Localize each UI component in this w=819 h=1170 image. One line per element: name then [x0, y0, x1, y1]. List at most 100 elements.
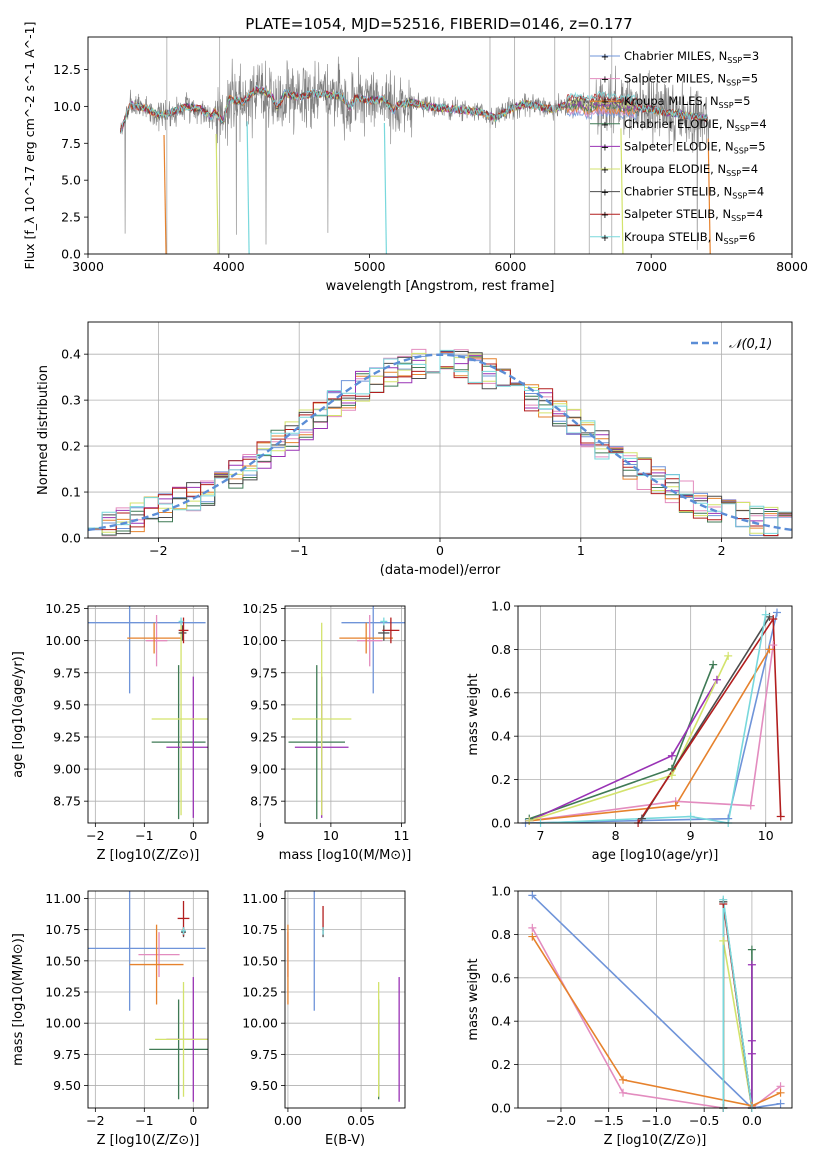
weight-marker-0	[776, 1099, 785, 1108]
y-tick-label: 10.25	[242, 985, 278, 1000]
weight-marker-7	[776, 812, 785, 821]
weight-marker-7	[769, 615, 778, 624]
y-axis-label: mass weight	[466, 958, 481, 1040]
x-tick-label: −2	[149, 543, 167, 558]
x-tick-label: 0	[189, 1113, 197, 1128]
y-tick-label: 0.3	[61, 393, 81, 408]
drop-line	[246, 121, 250, 254]
weight-line-2	[531, 936, 781, 1107]
y-axis-label: age [log10(age/yr)]	[11, 651, 26, 778]
weight-marker-8	[761, 610, 770, 619]
legend-label: Kroupa STELIB, NSSP=6	[624, 230, 755, 246]
x-tick-label: 6000	[494, 259, 526, 274]
weight-line-3	[529, 664, 714, 820]
hist-step-8	[88, 349, 792, 534]
errorbar-point-3	[149, 999, 208, 1100]
x-tick-label: 2	[718, 543, 726, 558]
legend-model-name: Kroupa ELODIE, N	[624, 162, 726, 176]
x-axis-label: mass [log10(M/M⊙)]	[279, 848, 412, 863]
errorbar-point-2	[129, 924, 184, 1005]
weight-marker-6	[637, 814, 646, 823]
y-tick-label: 0.2	[61, 439, 81, 454]
y-tick-label: 1.0	[491, 599, 511, 614]
y-tick-label: 9.75	[53, 1047, 81, 1062]
y-tick-label: 10.50	[45, 953, 81, 968]
spectrum-data-line	[120, 56, 709, 250]
errorbar-point-0	[341, 606, 405, 694]
axes-frame	[517, 605, 793, 824]
weight-marker-4	[747, 960, 756, 969]
x-tick-label: 0	[436, 543, 444, 558]
errorbar-point-5	[292, 622, 352, 816]
panel-age-vs-mass: 9 10 11 8.75 9.00 9.25 9.50 9.75 10.00 10.25 mass …	[242, 601, 412, 863]
weight-marker-5	[719, 936, 728, 945]
x-axis-label: E(B-V)	[325, 1133, 365, 1148]
legend-sub: SSP	[732, 192, 747, 201]
x-axis-label: Z [log10(Z/Z⊙)]	[97, 848, 200, 863]
legend-nssp: =4	[750, 117, 767, 131]
panel-weight-vs-z: −2.0 −1.5 −1.0 −0.5 0.0 0.0 0.2 0.4 0.6 0.8 1.0 Z […	[466, 884, 793, 1148]
legend-model-name: Chabrier MILES, N	[624, 49, 727, 63]
legend-marker-plus: +	[601, 165, 609, 176]
legend-nssp: =4	[746, 207, 763, 221]
weight-marker-2	[671, 801, 680, 810]
y-tick-label: 11.00	[45, 891, 81, 906]
axes-frame	[517, 890, 793, 1109]
plot-area	[88, 606, 208, 820]
weight-line-5	[529, 655, 729, 822]
errorbar-point-2	[339, 622, 393, 654]
errorbar-point-1	[138, 932, 180, 978]
figure-title: PLATE=1054, MJD=52516, FIBERID=0146, z=0…	[245, 15, 632, 33]
legend-marker-plus: +	[601, 120, 609, 131]
y-tick-label: 0.4	[491, 1014, 511, 1029]
x-axis-label: wavelength [Angstrom, rest frame]	[326, 279, 555, 294]
weight-marker-0	[772, 608, 781, 617]
x-tick-label: −1	[290, 543, 308, 558]
y-tick-label: 0.8	[491, 927, 511, 942]
legend-model-name: Salpeter MILES, N	[624, 72, 726, 86]
y-tick-label: 10.75	[45, 922, 81, 937]
legend-model-name: Salpeter STELIB, N	[624, 207, 731, 221]
drop-line	[707, 138, 711, 254]
weight-line-0	[525, 612, 778, 823]
y-tick-label: 5.0	[61, 173, 81, 188]
legend-nssp: =5	[749, 139, 766, 153]
x-axis-label: Z [log10(Z/Z⊙)]	[97, 1133, 200, 1148]
weight-marker-4	[667, 751, 676, 760]
x-tick-label: −1.0	[641, 1113, 671, 1128]
weight-line-1	[529, 644, 774, 822]
weight-marker-1	[528, 923, 537, 932]
weight-marker-1	[619, 1088, 628, 1097]
y-tick-label: 8.75	[53, 794, 81, 809]
y-tick-label: 10.25	[242, 601, 278, 616]
x-tick-label: 10	[323, 828, 339, 843]
y-tick-label: 9.00	[53, 762, 81, 777]
legend-marker-plus: +	[601, 75, 609, 86]
axes-frame	[87, 321, 793, 539]
legend-model-name: Kroupa STELIB, N	[624, 230, 724, 244]
plot-area	[88, 348, 792, 537]
x-tick-label: −2	[86, 1113, 104, 1128]
panel-weight-vs-age: 7 8 9 10 0.0 0.2 0.4 0.6 0.8 1.0 age [log10(age/yr…	[466, 599, 793, 863]
legend-nssp: =5	[734, 94, 751, 108]
y-tick-label: 10.00	[45, 633, 81, 648]
legend-sub: SSP	[724, 237, 739, 246]
errorbar-point-1	[357, 614, 383, 667]
legend-marker-plus: +	[601, 52, 609, 63]
y-tick-label: 0.1	[61, 485, 81, 500]
errorbar-point-1	[145, 614, 168, 667]
y-tick-label: 0.4	[61, 347, 81, 362]
errorbar-point-3	[288, 665, 345, 820]
x-tick-label: 3000	[72, 259, 104, 274]
panel-mass-vs-z: −2 −1 0 9.50 9.75 10.00 10.25 10.50 10.75 11.00 Z …	[11, 890, 209, 1148]
panel-age-vs-z: −2 −1 0 8.75 9.00 9.25 9.50 9.75 10.00 10.25 Z [lo…	[11, 601, 209, 863]
y-tick-label: 11.00	[242, 891, 278, 906]
x-tick-label: 0.0	[742, 1113, 762, 1128]
legend-label: Chabrier ELODIE, NSSP=4	[624, 117, 767, 133]
y-tick-label: 10.25	[45, 985, 81, 1000]
legend-sub: SSP	[734, 146, 749, 155]
y-axis-label: mass [log10(M/M⊙)]	[11, 933, 26, 1066]
model-line-8	[120, 84, 708, 134]
panel-residual-hist: −2 −1 0 1 2 0.0 0.1 0.2 0.3 0.4 (data-model)/error…	[36, 321, 793, 578]
weight-marker-5	[525, 816, 534, 825]
